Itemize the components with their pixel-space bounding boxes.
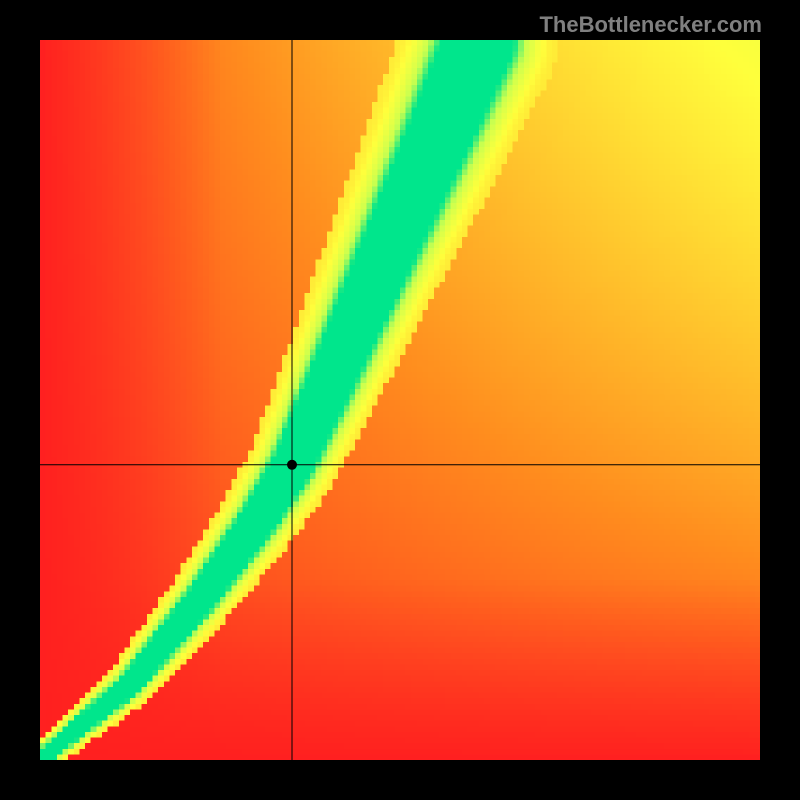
crosshair-dot <box>287 460 297 470</box>
chart-container: TheBottlenecker.com <box>0 0 800 800</box>
overlay-svg <box>0 0 800 800</box>
